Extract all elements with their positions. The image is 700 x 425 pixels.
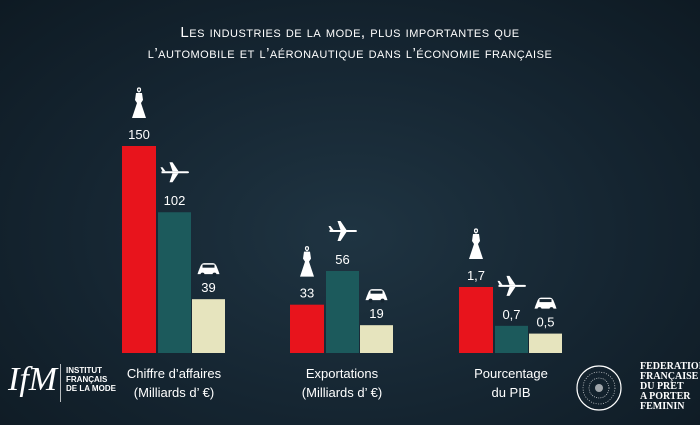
data-label-0-0: 150 <box>128 127 150 142</box>
ifm-logo-text: INSTITUT FRANÇAIS DE LA MODE <box>66 366 126 393</box>
airplane-icon-2 <box>497 275 526 296</box>
category-label-0-1: (Milliards d’ €) <box>134 385 214 400</box>
bar-0-2 <box>192 299 225 353</box>
data-label-2-2: 0,5 <box>536 315 554 330</box>
chart-title: Les industries de la mode, plus importan… <box>0 22 700 64</box>
airplane-icon-1 <box>328 221 357 241</box>
seal-logo <box>576 365 622 411</box>
ifm-logo-line-3: DE LA MODE <box>66 384 116 393</box>
bar-2-0 <box>459 287 493 353</box>
car-icon-1 <box>365 289 388 303</box>
data-label-1-0: 33 <box>300 286 314 301</box>
dress-icon-1 <box>300 246 314 277</box>
bar-0-1 <box>158 212 191 353</box>
ifm-logo-mark: IfM <box>8 361 58 398</box>
data-label-0-1: 102 <box>164 193 186 208</box>
federation-logo-line-1: FEDERATION <box>640 361 700 372</box>
car-icon-0 <box>197 263 220 277</box>
chart-title-line-1: Les industries de la mode, plus importan… <box>180 24 520 41</box>
dress-icon-0 <box>132 87 146 118</box>
category-label-1-1: (Milliards d’ €) <box>302 385 382 400</box>
bar-1-2 <box>360 325 393 353</box>
bar-0-0 <box>122 146 156 353</box>
data-label-1-2: 19 <box>369 306 383 321</box>
category-label-2-1: du PIB <box>491 385 530 400</box>
data-label-1-1: 56 <box>335 252 349 267</box>
category-label-1-0: Exportations <box>306 366 379 381</box>
ifm-logo-divider <box>60 364 61 402</box>
dress-icon-2 <box>469 228 483 259</box>
category-label-0-0: Chiffre d’affaires <box>127 366 222 381</box>
data-label-2-1: 0,7 <box>502 307 520 322</box>
federation-logo-line-2: FRANÇAISE <box>640 371 699 382</box>
category-label-2-0: Pourcentage <box>474 366 548 381</box>
data-label-2-0: 1,7 <box>467 268 485 283</box>
ifm-logo-line-1: INSTITUT <box>66 366 102 375</box>
bar-1-0 <box>290 304 324 353</box>
chart-title-line-2: l’automobile et l’aéronautique dans l’éc… <box>147 45 553 62</box>
car-icon-2 <box>534 297 557 312</box>
federation-logo-line-4: A PORTER <box>640 391 691 402</box>
data-label-0-2: 39 <box>201 280 215 295</box>
federation-logo-line-5: FEMININ <box>640 401 685 412</box>
federation-logo: FEDERATION FRANÇAISE DU PRET A PORTER FE… <box>640 362 700 412</box>
ifm-logo: IfM INSTITUT FRANÇAIS DE LA MODE <box>8 360 128 410</box>
ifm-logo-line-2: FRANÇAIS <box>66 375 108 384</box>
bar-2-1 <box>495 325 528 353</box>
bar-1-1 <box>326 271 359 353</box>
airplane-icon-0 <box>160 162 189 183</box>
federation-logo-line-3: DU PRET <box>640 381 684 392</box>
bar-2-2 <box>529 333 562 353</box>
